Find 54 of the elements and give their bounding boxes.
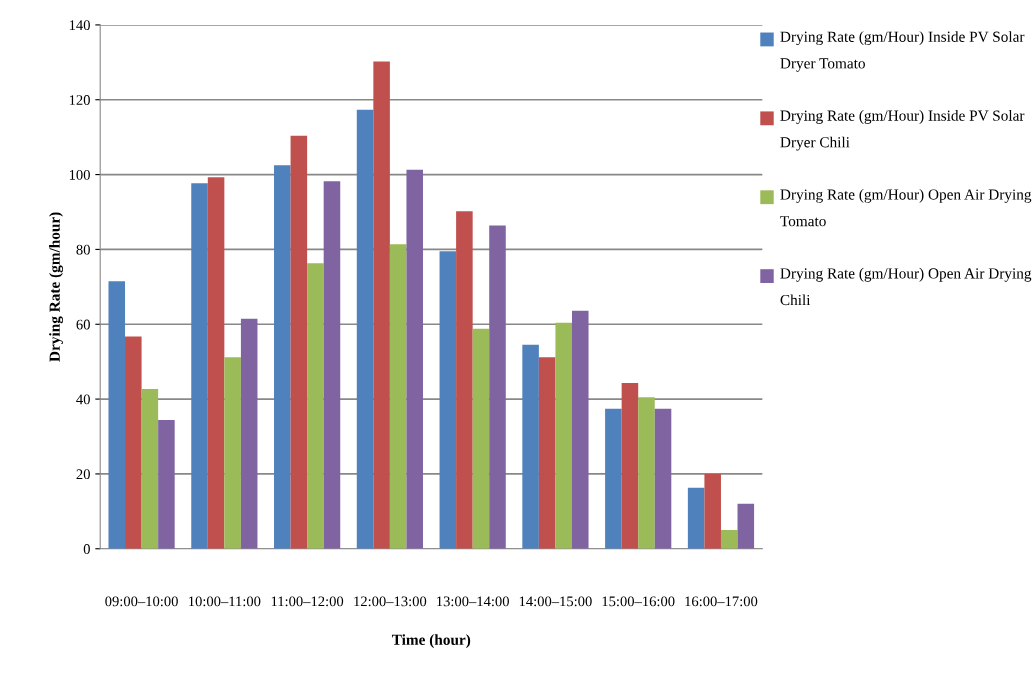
y-tick-label: 120: [69, 95, 90, 105]
bar: [720, 530, 738, 549]
legend-label: Drying Rate (gm/Hour) Inside PV Solar Dryer Tomato: [780, 31, 1025, 72]
bar: [439, 251, 457, 549]
bar: [737, 503, 755, 549]
bar: [555, 322, 572, 549]
legend-label: Drying Rate (gm/Hour) Open Air Drying Tomato: [780, 188, 1032, 227]
bar: [207, 177, 225, 549]
x-tick-label: 11:00–12:00: [271, 596, 344, 607]
y-tick-label: 0: [83, 544, 90, 554]
legend-label: Drying Rate (gm/Hour) Inside PV Solar Dryer Chili: [780, 110, 1025, 151]
x-axis-title: Time (hour): [391, 634, 471, 649]
y-tick-label: 60: [76, 319, 90, 330]
x-tick-label: 09:00–10:00: [105, 596, 178, 607]
bar: [356, 109, 374, 549]
bar: [307, 263, 324, 549]
bar: [290, 135, 308, 549]
bar: [240, 318, 258, 549]
y-tick-label: 140: [69, 20, 90, 31]
y-tick-label: 100: [69, 169, 90, 180]
x-tick-label: 15:00–16:00: [602, 596, 675, 607]
x-tick-label: 10:00–11:00: [189, 596, 261, 607]
y-axis-title: Drying Rate (gm/hour): [49, 212, 64, 362]
legend-label: Drying Rate (gm/Hour) Open Air Drying Chili: [780, 267, 1032, 306]
bar: [224, 357, 241, 549]
bar: [456, 211, 473, 549]
x-tick-label: 13:00–14:00: [437, 596, 509, 607]
x-tick-label: 14:00–15:00: [519, 596, 592, 607]
bar: [522, 344, 539, 549]
bar: [108, 281, 126, 549]
bar: [141, 388, 159, 549]
bar: [654, 408, 672, 549]
bar: [406, 169, 423, 549]
x-tick-label: 16:00–17:00: [685, 596, 758, 607]
bar: [158, 420, 175, 549]
bar: [571, 310, 589, 549]
bar: [538, 357, 556, 549]
bar: [191, 183, 208, 549]
bar: [687, 487, 705, 549]
bar: [472, 328, 490, 549]
y-tick-label: 40: [76, 394, 90, 405]
bar: [638, 397, 655, 549]
bar: [621, 383, 639, 549]
y-tick-label: 80: [76, 244, 90, 255]
bar: [389, 244, 407, 549]
bar: [373, 61, 390, 549]
bar: [274, 165, 291, 549]
bar: [489, 225, 506, 549]
x-tick-label: 12:00–13:00: [354, 596, 427, 607]
bar: [704, 473, 721, 549]
y-tick-label: 20: [76, 469, 90, 480]
bar: [125, 336, 142, 549]
bar: [605, 408, 622, 549]
bar: [323, 181, 341, 549]
